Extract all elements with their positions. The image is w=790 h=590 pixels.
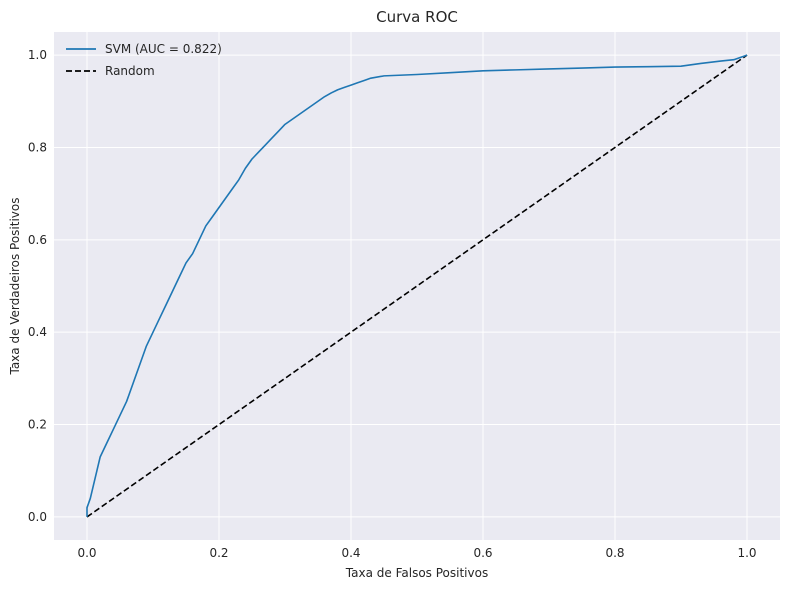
chart-title: Curva ROC (376, 8, 458, 26)
y-tick-label: 1.0 (28, 48, 47, 62)
x-ticks: 0.0 0.2 0.4 0.6 0.8 1.0 (77, 546, 756, 560)
y-tick-label: 0.4 (28, 325, 47, 339)
series-svm-line (86, 54, 748, 517)
x-tick-label: 0.0 (77, 546, 96, 560)
y-tick-label: 0.6 (28, 233, 47, 247)
x-tick-label: 0.2 (209, 546, 228, 560)
grid-lines (54, 32, 780, 540)
x-tick-label: 0.4 (341, 546, 360, 560)
y-axis-label: Taxa de Verdadeiros Positivos (8, 197, 22, 375)
x-tick-label: 1.0 (737, 546, 756, 560)
y-ticks: 0.0 0.2 0.4 0.6 0.8 1.0 (28, 48, 47, 524)
x-axis-label: Taxa de Falsos Positivos (345, 566, 488, 580)
x-tick-label: 0.6 (473, 546, 492, 560)
legend-label-svm: SVM (AUC = 0.822) (105, 42, 222, 56)
y-tick-label: 0.8 (28, 140, 47, 154)
series-random-line (86, 54, 748, 518)
legend-label-random: Random (105, 64, 155, 78)
x-tick-label: 0.8 (605, 546, 624, 560)
y-tick-label: 0.0 (28, 510, 47, 524)
y-tick-label: 0.2 (28, 418, 47, 432)
series-layer (86, 54, 748, 518)
legend: SVM (AUC = 0.822) Random (66, 42, 222, 78)
